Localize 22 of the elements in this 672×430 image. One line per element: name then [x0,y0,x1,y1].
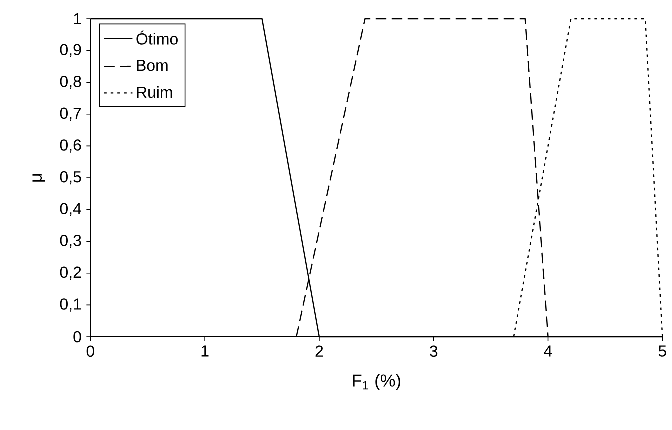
legend-label: Ótimo [136,30,178,45]
legend-label: Bom [137,60,168,72]
x-tick-label: 1 [202,346,209,357]
x-tick-label: 2 [316,346,324,357]
y-tick-label: 0,5 [60,171,82,185]
y-tick-label: 0,2 [60,266,82,280]
x-tick-label: 5 [658,346,666,357]
x-tick-label: 3 [430,346,438,358]
y-tick-label: 1 [74,14,82,25]
y-tick-label: 0,1 [60,298,82,312]
y-tick-label: 0,9 [60,44,82,58]
y-tick-label: 0,8 [60,76,82,90]
x-tick-label: 0 [86,346,94,358]
y-tick-label: 0,6 [60,140,82,153]
y-axis-title: μ [32,174,46,182]
y-tick-label: 0,7 [60,108,82,122]
legend-label: Ruim [137,86,172,98]
y-tick-label: 0 [74,331,82,343]
y-tick-label: 0,4 [60,203,82,216]
x-axis-title: F$_{1}$ (%) [353,374,400,390]
y-tick-label: 0,3 [60,235,82,248]
x-tick-label: 4 [544,346,552,357]
